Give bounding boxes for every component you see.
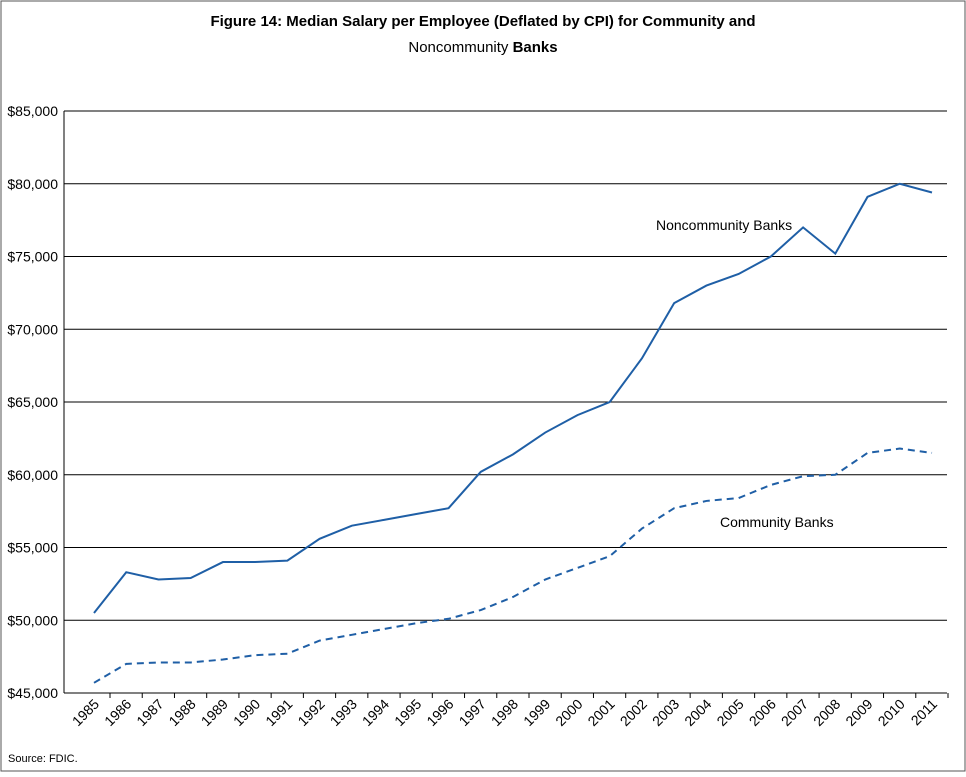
source-note: Source: FDIC.: [8, 753, 78, 765]
line-series: [93, 447, 933, 684]
y-tick-label: $75,000: [7, 249, 58, 265]
chart-title-part: Noncommunity: [408, 39, 509, 56]
chart-title-part: Banks: [513, 39, 558, 56]
y-tick-label: $45,000: [7, 685, 58, 701]
series-annotation: Community Banks: [720, 514, 834, 530]
y-tick-label: $55,000: [7, 540, 58, 556]
series-annotation: Noncommunity Banks: [656, 217, 792, 233]
line-series: [93, 182, 933, 614]
y-tick-label: $85,000: [7, 103, 58, 119]
y-tick-label: $65,000: [7, 394, 58, 410]
y-tick-label: $80,000: [7, 176, 58, 192]
chart-title: Noncommunity Banks: [408, 39, 557, 56]
y-tick-label: $50,000: [7, 612, 58, 628]
chart-title: Figure 14: Median Salary per Employee (D…: [210, 13, 755, 30]
y-tick-label: $70,000: [7, 321, 58, 337]
y-tick-label: $60,000: [7, 467, 58, 483]
